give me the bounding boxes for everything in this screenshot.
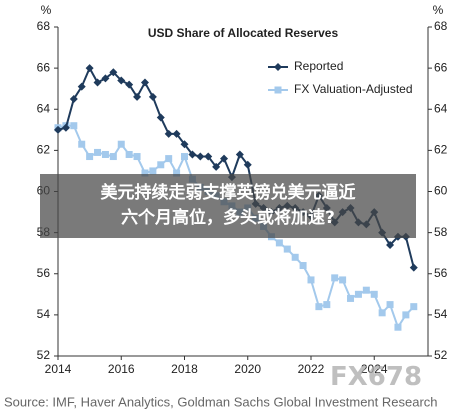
data-point bbox=[117, 140, 125, 148]
data-point bbox=[173, 169, 181, 177]
headline: 六个月高位，多头或将加速? bbox=[121, 208, 335, 228]
data-point bbox=[141, 169, 149, 177]
data-point bbox=[172, 129, 181, 138]
data-point bbox=[157, 161, 165, 169]
legend-label: FX Valuation-Adjusted bbox=[294, 82, 413, 96]
data-point bbox=[204, 152, 213, 161]
data-point bbox=[77, 82, 86, 91]
y-tick-label: 66 bbox=[37, 60, 51, 74]
y2-tick-label: 56 bbox=[434, 266, 448, 280]
data-point bbox=[394, 323, 402, 331]
data-point bbox=[402, 311, 410, 319]
data-point bbox=[386, 240, 395, 249]
y-tick-label: 56 bbox=[37, 266, 51, 280]
y2-unit: % bbox=[433, 3, 444, 17]
data-point bbox=[85, 64, 94, 73]
chart-title: USD Share of Allocated Reserves bbox=[148, 26, 339, 40]
data-point bbox=[409, 263, 418, 272]
data-point bbox=[156, 113, 165, 122]
y2-tick-label: 68 bbox=[434, 19, 448, 33]
y2-tick-label: 60 bbox=[434, 184, 448, 198]
data-point bbox=[220, 154, 229, 163]
watermark: FX678 bbox=[330, 362, 423, 392]
data-point bbox=[125, 80, 134, 89]
data-point bbox=[117, 76, 126, 85]
data-point bbox=[165, 155, 173, 163]
y-tick-label: 52 bbox=[37, 348, 51, 362]
data-point bbox=[133, 153, 141, 161]
x-tick-label: 2022 bbox=[298, 362, 325, 376]
data-point bbox=[315, 303, 323, 311]
data-point bbox=[347, 294, 355, 302]
y2-tick-label: 64 bbox=[434, 101, 448, 115]
data-point bbox=[243, 160, 252, 169]
legend-label: Reported bbox=[294, 59, 343, 73]
data-point bbox=[362, 286, 370, 294]
y-tick-label: 54 bbox=[37, 307, 51, 321]
data-point bbox=[109, 68, 118, 77]
data-point bbox=[323, 301, 331, 309]
x-tick-label: 2014 bbox=[45, 362, 72, 376]
x-tick-label: 2024 bbox=[361, 362, 388, 376]
data-point bbox=[70, 122, 78, 130]
data-point bbox=[339, 276, 347, 284]
y2-tick-label: 66 bbox=[434, 60, 448, 74]
data-point bbox=[125, 150, 133, 158]
data-point bbox=[275, 239, 283, 247]
data-point bbox=[148, 92, 157, 101]
data-point bbox=[196, 152, 205, 161]
y-tick-label: 68 bbox=[37, 19, 51, 33]
y2-tick-label: 52 bbox=[434, 348, 448, 362]
data-point bbox=[164, 129, 173, 138]
y2-tick-label: 58 bbox=[434, 225, 448, 239]
data-point bbox=[94, 148, 102, 156]
legend-marker bbox=[274, 86, 282, 94]
data-point bbox=[212, 162, 221, 171]
data-point bbox=[354, 290, 362, 298]
y2-tick-label: 54 bbox=[434, 307, 448, 321]
data-point bbox=[109, 153, 117, 161]
data-point bbox=[69, 94, 78, 103]
y2-tick-label: 62 bbox=[434, 143, 448, 157]
data-point bbox=[235, 150, 244, 159]
headline: 美元持续走弱支撑英镑兑美元逼近 bbox=[100, 183, 356, 203]
data-point bbox=[54, 125, 62, 134]
source: Source: IMF, Haver Analytics, Goldman Sa… bbox=[4, 394, 438, 409]
x-tick-label: 2020 bbox=[234, 362, 261, 376]
data-point bbox=[180, 140, 189, 149]
data-point bbox=[61, 123, 70, 132]
data-point bbox=[101, 150, 109, 158]
data-point bbox=[370, 290, 378, 298]
data-point bbox=[86, 153, 94, 161]
data-point bbox=[386, 301, 394, 309]
data-point bbox=[291, 253, 299, 261]
data-point bbox=[410, 303, 418, 311]
y-tick-label: 62 bbox=[37, 143, 51, 157]
data-point bbox=[149, 167, 157, 175]
data-point bbox=[307, 276, 315, 284]
y-unit: % bbox=[41, 3, 52, 17]
data-point bbox=[78, 140, 86, 148]
data-point bbox=[378, 309, 386, 317]
data-point bbox=[283, 245, 291, 253]
data-point bbox=[180, 153, 188, 161]
y-tick-label: 64 bbox=[37, 101, 51, 115]
legend-marker bbox=[274, 63, 282, 71]
data-point bbox=[331, 274, 339, 282]
data-point bbox=[133, 92, 142, 101]
data-point bbox=[188, 150, 197, 159]
x-tick-label: 2018 bbox=[171, 362, 198, 376]
data-point bbox=[299, 262, 307, 270]
data-point bbox=[140, 78, 149, 87]
headline-banner: 美元持续走弱支撑英镑兑美元逼近 六个月高位，多头或将加速? bbox=[40, 174, 416, 238]
x-tick-label: 2016 bbox=[108, 362, 135, 376]
data-point bbox=[93, 78, 102, 87]
data-point bbox=[101, 74, 110, 83]
